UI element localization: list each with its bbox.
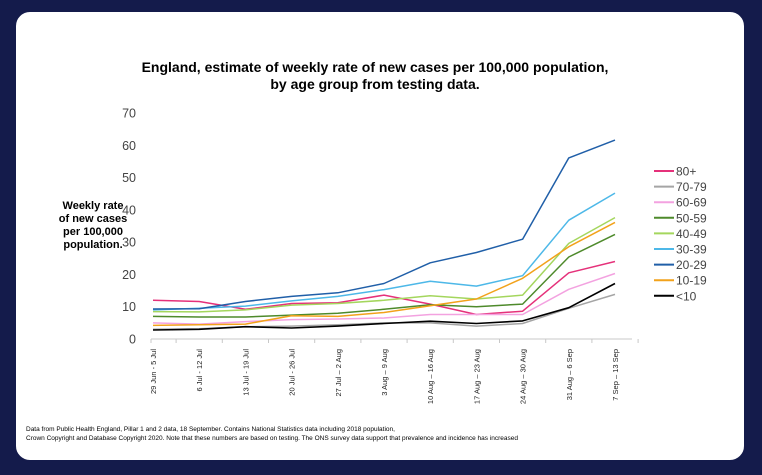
- legend-label: 10-19: [676, 274, 707, 288]
- x-tick-label: 27 Jul – 2 Aug: [334, 349, 343, 397]
- footnote-line-2: Crown Copyright and Database Copyright 2…: [26, 435, 519, 442]
- y-tick-label: 30: [122, 236, 136, 250]
- series-line-10: [152, 282, 616, 331]
- x-tick-label: 6 Jul - 12 Jul: [195, 349, 204, 392]
- chart-title-line-2: by age group from testing data.: [270, 76, 480, 92]
- legend-label: 30-39: [676, 243, 707, 257]
- x-tick-label: 17 Aug – 23 Aug: [472, 349, 481, 404]
- footnote: Data from Public Health England, Pillar …: [26, 425, 746, 443]
- y-tick-label: 40: [122, 203, 136, 217]
- series-line-50-59: [152, 233, 616, 318]
- y-tick-label: 10: [122, 300, 136, 314]
- legend-label: 40-49: [676, 227, 707, 241]
- series-line-20-29: [152, 139, 616, 310]
- chart-card: [14, 10, 746, 462]
- series-line-10-19: [152, 221, 616, 327]
- legend-label: 70-79: [676, 180, 707, 194]
- legend-label: 80+: [676, 165, 696, 179]
- y-tick-label: 70: [122, 107, 136, 121]
- y-axis-label-line: of new cases: [58, 213, 128, 225]
- y-axis-label-line: population.: [63, 239, 123, 251]
- y-tick-label: 0: [129, 333, 136, 347]
- y-tick-label: 20: [122, 268, 136, 282]
- series-line-60-69: [152, 272, 616, 325]
- legend-label: <10: [676, 289, 697, 303]
- x-tick-label: 7 Sep – 13 Sep: [611, 349, 620, 401]
- x-tick-label: 13 Jul - 19 Jul: [241, 349, 250, 396]
- x-tick-label: 10 Aug – 16 Aug: [426, 349, 435, 404]
- x-tick-label: 29 Jun - 5 Jul: [149, 349, 158, 394]
- y-axis-label-line: per 100,000: [63, 226, 123, 238]
- x-tick-label: 20 Jul - 26 Jul: [288, 349, 297, 396]
- chart-title: England, estimate of weekly rate of new …: [140, 59, 610, 93]
- legend-label: 60-69: [676, 196, 707, 210]
- series-line-40-49: [152, 216, 616, 313]
- x-tick-label: 3 Aug – 9 Aug: [380, 349, 389, 396]
- series-line-30-39: [152, 192, 616, 311]
- y-axis-label-line: Weekly rate: [62, 200, 124, 212]
- legend-label: 20-29: [676, 258, 707, 272]
- chart-title-line-1: England, estimate of weekly rate of new …: [141, 59, 609, 75]
- x-tick-label: 24 Aug – 30 Aug: [519, 349, 528, 404]
- y-tick-label: 50: [122, 171, 136, 185]
- y-axis-label: Weekly rate of new cases per 100,000 pop…: [48, 200, 138, 252]
- legend-label: 50-59: [676, 211, 707, 225]
- footnote-line-1: Data from Public Health England, Pillar …: [26, 426, 395, 433]
- x-tick-label: 31 Aug – 6 Sep: [565, 349, 574, 400]
- y-tick-label: 60: [122, 139, 136, 153]
